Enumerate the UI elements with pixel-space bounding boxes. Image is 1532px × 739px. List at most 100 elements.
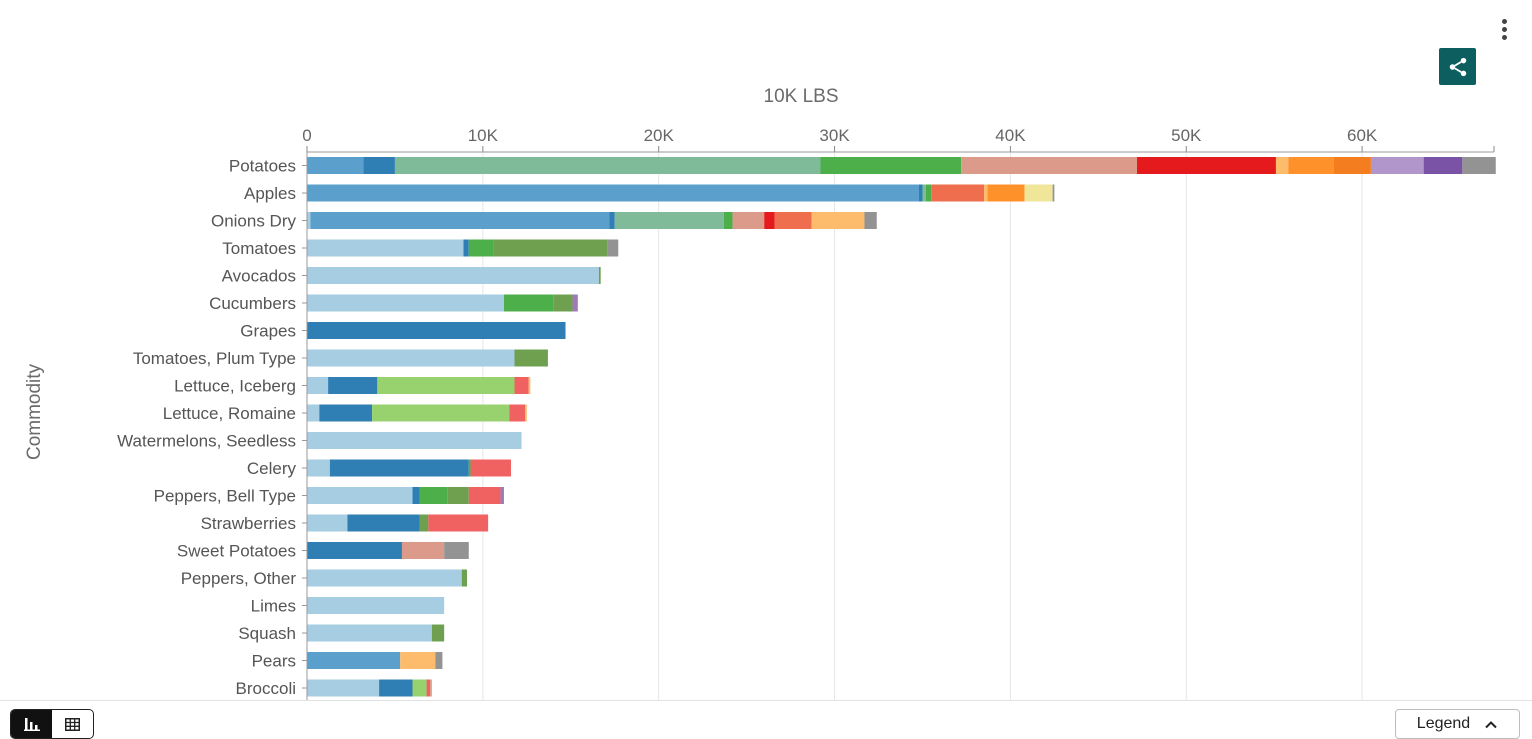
y-tick-label: Celery (247, 459, 297, 478)
bar-segment[interactable] (328, 377, 378, 394)
bar-segment[interactable] (1423, 157, 1463, 174)
bar-segment[interactable] (307, 459, 330, 477)
bar-segment[interactable] (514, 377, 529, 394)
bar-segment[interactable] (347, 514, 420, 532)
bar-segment[interactable] (435, 652, 443, 669)
bar-segment[interactable] (525, 404, 527, 422)
bar-segment[interactable] (922, 184, 926, 202)
y-tick-label: Cucumbers (209, 294, 296, 313)
share-button[interactable] (1439, 48, 1476, 85)
more-options-button[interactable] (1493, 16, 1515, 42)
bar-segment[interactable] (428, 514, 489, 532)
bar-segment[interactable] (468, 459, 471, 477)
table-view-button[interactable] (52, 710, 93, 738)
bar-segment[interactable] (764, 212, 775, 229)
y-tick-label: Pears (252, 652, 296, 671)
bar-segment[interactable] (1370, 157, 1424, 174)
bar-segment[interactable] (447, 487, 469, 504)
bar-segment[interactable] (864, 212, 877, 229)
bar-segment[interactable] (401, 542, 445, 559)
bar-segment[interactable] (493, 239, 608, 257)
bar-segment[interactable] (609, 212, 615, 229)
bar-segment[interactable] (984, 184, 988, 202)
bar-segment[interactable] (379, 679, 413, 697)
bar-segment[interactable] (307, 322, 566, 339)
bar-segment[interactable] (614, 212, 724, 229)
x-tick-label: 0 (302, 126, 311, 145)
bar-segment[interactable] (572, 294, 578, 312)
bar-segment[interactable] (307, 157, 364, 174)
bar-segment[interactable] (820, 157, 962, 174)
bar-segment[interactable] (412, 679, 427, 697)
bar-segment[interactable] (319, 404, 373, 422)
bar-segment[interactable] (307, 514, 348, 532)
bar-segment[interactable] (607, 239, 619, 257)
bar-segment[interactable] (307, 624, 432, 642)
bar-segment[interactable] (307, 239, 464, 257)
bar-segment[interactable] (598, 267, 601, 284)
bar-segment[interactable] (463, 239, 469, 257)
bar-segment[interactable] (987, 184, 1025, 202)
bar-segment[interactable] (307, 212, 311, 229)
bar-segment[interactable] (307, 294, 504, 312)
bar-segment[interactable] (307, 432, 522, 449)
bar-segment[interactable] (1275, 157, 1289, 174)
bar-segment[interactable] (1462, 157, 1496, 174)
bar-segment[interactable] (774, 212, 812, 229)
bar-segment[interactable] (307, 377, 329, 394)
bar-segment[interactable] (468, 487, 501, 504)
bar-segment[interactable] (377, 377, 515, 394)
x-tick-label: 50K (1171, 126, 1202, 145)
y-axis-title: Commodity (24, 363, 45, 460)
bar-segment[interactable] (394, 157, 821, 174)
bar-segment[interactable] (310, 212, 610, 229)
bar-segment[interactable] (470, 459, 511, 477)
legend-toggle-button[interactable]: Legend (1395, 709, 1520, 739)
bar-segment[interactable] (723, 212, 733, 229)
bar-segment[interactable] (426, 679, 431, 697)
bar-segment[interactable] (528, 377, 531, 394)
bar-segment[interactable] (419, 514, 429, 532)
bar-segment[interactable] (307, 542, 402, 559)
bar-segment[interactable] (419, 487, 448, 504)
bar-segment[interactable] (961, 157, 1138, 174)
bar-segment[interactable] (307, 652, 401, 669)
bar-segment[interactable] (363, 157, 395, 174)
bar-segment[interactable] (500, 487, 504, 504)
bar-segment[interactable] (307, 569, 462, 587)
bar-segment[interactable] (918, 184, 923, 202)
bar-segment[interactable] (307, 404, 320, 422)
bar-segment[interactable] (509, 404, 526, 422)
bar-segment[interactable] (307, 184, 919, 202)
bar-segment[interactable] (1333, 157, 1371, 174)
bar-segment[interactable] (1024, 184, 1053, 202)
bar-segment[interactable] (468, 239, 494, 257)
bar-segment[interactable] (461, 569, 468, 587)
chart-view-button[interactable] (11, 710, 52, 738)
bar-segment[interactable] (307, 597, 445, 614)
bar-segment[interactable] (431, 624, 445, 642)
bar-segment[interactable] (514, 349, 548, 367)
axes: 0 10K 20K 30K 40K 50K 60K Potatoes Apples Onions … (117, 126, 1495, 700)
bar-segment[interactable] (307, 349, 515, 367)
bar-segment[interactable] (444, 542, 469, 559)
bar-segment[interactable] (1137, 157, 1276, 174)
bar-segment[interactable] (400, 652, 436, 669)
bar-segment[interactable] (553, 294, 573, 312)
bar-segment[interactable] (307, 679, 380, 697)
bar-segment[interactable] (931, 184, 985, 202)
y-tick-label: Limes (251, 597, 296, 616)
bar-segment[interactable] (503, 294, 554, 312)
bar-segment[interactable] (925, 184, 932, 202)
bar-segment[interactable] (732, 212, 765, 229)
bar-segment[interactable] (430, 679, 432, 697)
bar-segment[interactable] (811, 212, 865, 229)
bar-segment[interactable] (307, 487, 413, 504)
bar-segment[interactable] (329, 459, 469, 477)
bar-segment[interactable] (372, 404, 510, 422)
bar-segment[interactable] (1052, 184, 1055, 202)
table-icon (65, 717, 80, 731)
bar-segment[interactable] (412, 487, 420, 504)
bar-segment[interactable] (307, 267, 599, 284)
bar-segment[interactable] (1288, 157, 1334, 174)
